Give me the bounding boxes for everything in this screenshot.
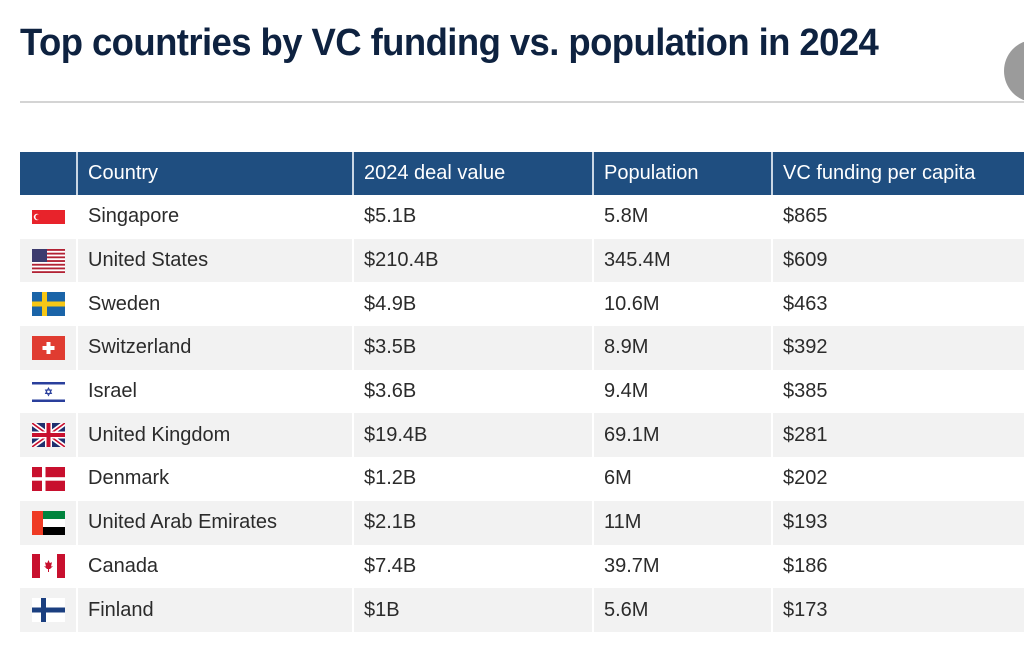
cell-deal-value: $2.1B bbox=[352, 500, 593, 545]
cell-deal-value: $7.4B bbox=[352, 544, 593, 589]
table-row: Canada $7.4B 39.7M $186 bbox=[20, 544, 1024, 589]
cell-population: 5.8M bbox=[592, 195, 772, 239]
finland-flag-icon bbox=[31, 598, 65, 623]
header-flag bbox=[20, 152, 77, 195]
denmark-flag-icon bbox=[31, 466, 65, 491]
cell-population: 8.9M bbox=[592, 326, 772, 370]
cell-deal-value: $1.2B bbox=[352, 457, 593, 501]
cell-per-capita: $173 bbox=[771, 588, 1024, 632]
united-kingdom-flag-icon bbox=[31, 423, 65, 448]
header-population: Population bbox=[592, 152, 772, 195]
cell-population: 5.6M bbox=[592, 588, 772, 632]
vc-funding-table: Country 2024 deal value Population VC fu… bbox=[20, 152, 1024, 632]
cell-deal-value: $210.4B bbox=[352, 238, 593, 283]
cell-country: United Kingdom bbox=[76, 413, 353, 458]
cell-population: 6M bbox=[592, 457, 772, 501]
cell-population: 39.7M bbox=[592, 544, 772, 589]
cell-population: 11M bbox=[592, 500, 772, 545]
cell-country: Canada bbox=[76, 544, 353, 589]
cell-per-capita: $385 bbox=[771, 369, 1024, 414]
header-country: Country bbox=[76, 152, 353, 195]
cell-country: Israel bbox=[76, 369, 353, 414]
cell-per-capita: $609 bbox=[771, 238, 1024, 283]
cell-per-capita: $202 bbox=[771, 457, 1024, 501]
cell-per-capita: $193 bbox=[771, 500, 1024, 545]
header-per-capita: VC funding per capita bbox=[771, 152, 1024, 195]
cell-deal-value: $3.6B bbox=[352, 369, 593, 414]
cell-country: Singapore bbox=[76, 195, 353, 239]
table-row: United Kingdom $19.4B 69.1M $281 bbox=[20, 413, 1024, 458]
cell-country: Finland bbox=[76, 588, 353, 632]
cell-country: Sweden bbox=[76, 282, 353, 327]
switzerland-flag-icon bbox=[31, 335, 65, 360]
cell-deal-value: $3.5B bbox=[352, 326, 593, 370]
cell-country: Switzerland bbox=[76, 326, 353, 370]
uae-flag-icon bbox=[31, 510, 65, 535]
table-row: Finland $1B 5.6M $173 bbox=[20, 588, 1024, 632]
cell-per-capita: $392 bbox=[771, 326, 1024, 370]
table-row: United States $210.4B 345.4M $609 bbox=[20, 238, 1024, 283]
cell-population: 69.1M bbox=[592, 413, 772, 458]
page-title: Top countries by VC funding vs. populati… bbox=[20, 22, 879, 64]
sweden-flag-icon bbox=[31, 292, 65, 317]
canada-flag-icon bbox=[31, 554, 65, 579]
table-header-row: Country 2024 deal value Population VC fu… bbox=[20, 152, 1024, 195]
cell-population: 10.6M bbox=[592, 282, 772, 327]
table-row: Singapore $5.1B 5.8M $865 bbox=[20, 195, 1024, 239]
cell-per-capita: $865 bbox=[771, 195, 1024, 239]
singapore-flag-icon bbox=[31, 210, 65, 225]
israel-flag-icon bbox=[31, 379, 65, 404]
united-states-flag-icon bbox=[31, 248, 65, 273]
cell-country: Denmark bbox=[76, 457, 353, 501]
header-deal-value: 2024 deal value bbox=[352, 152, 593, 195]
scroll-indicator[interactable] bbox=[1004, 40, 1024, 102]
table-row: United Arab Emirates $2.1B 11M $193 bbox=[20, 500, 1024, 545]
cell-deal-value: $4.9B bbox=[352, 282, 593, 327]
cell-deal-value: $1B bbox=[352, 588, 593, 632]
title-divider bbox=[20, 101, 1024, 103]
cell-deal-value: $5.1B bbox=[352, 195, 593, 239]
table-row: Sweden $4.9B 10.6M $463 bbox=[20, 282, 1024, 327]
cell-deal-value: $19.4B bbox=[352, 413, 593, 458]
cell-country: United Arab Emirates bbox=[76, 500, 353, 545]
table-row: Israel $3.6B 9.4M $385 bbox=[20, 369, 1024, 414]
table-row: Switzerland $3.5B 8.9M $392 bbox=[20, 326, 1024, 370]
cell-per-capita: $463 bbox=[771, 282, 1024, 327]
cell-population: 9.4M bbox=[592, 369, 772, 414]
cell-per-capita: $186 bbox=[771, 544, 1024, 589]
table-row: Denmark $1.2B 6M $202 bbox=[20, 457, 1024, 501]
cell-country: United States bbox=[76, 238, 353, 283]
cell-per-capita: $281 bbox=[771, 413, 1024, 458]
cell-population: 345.4M bbox=[592, 238, 772, 283]
